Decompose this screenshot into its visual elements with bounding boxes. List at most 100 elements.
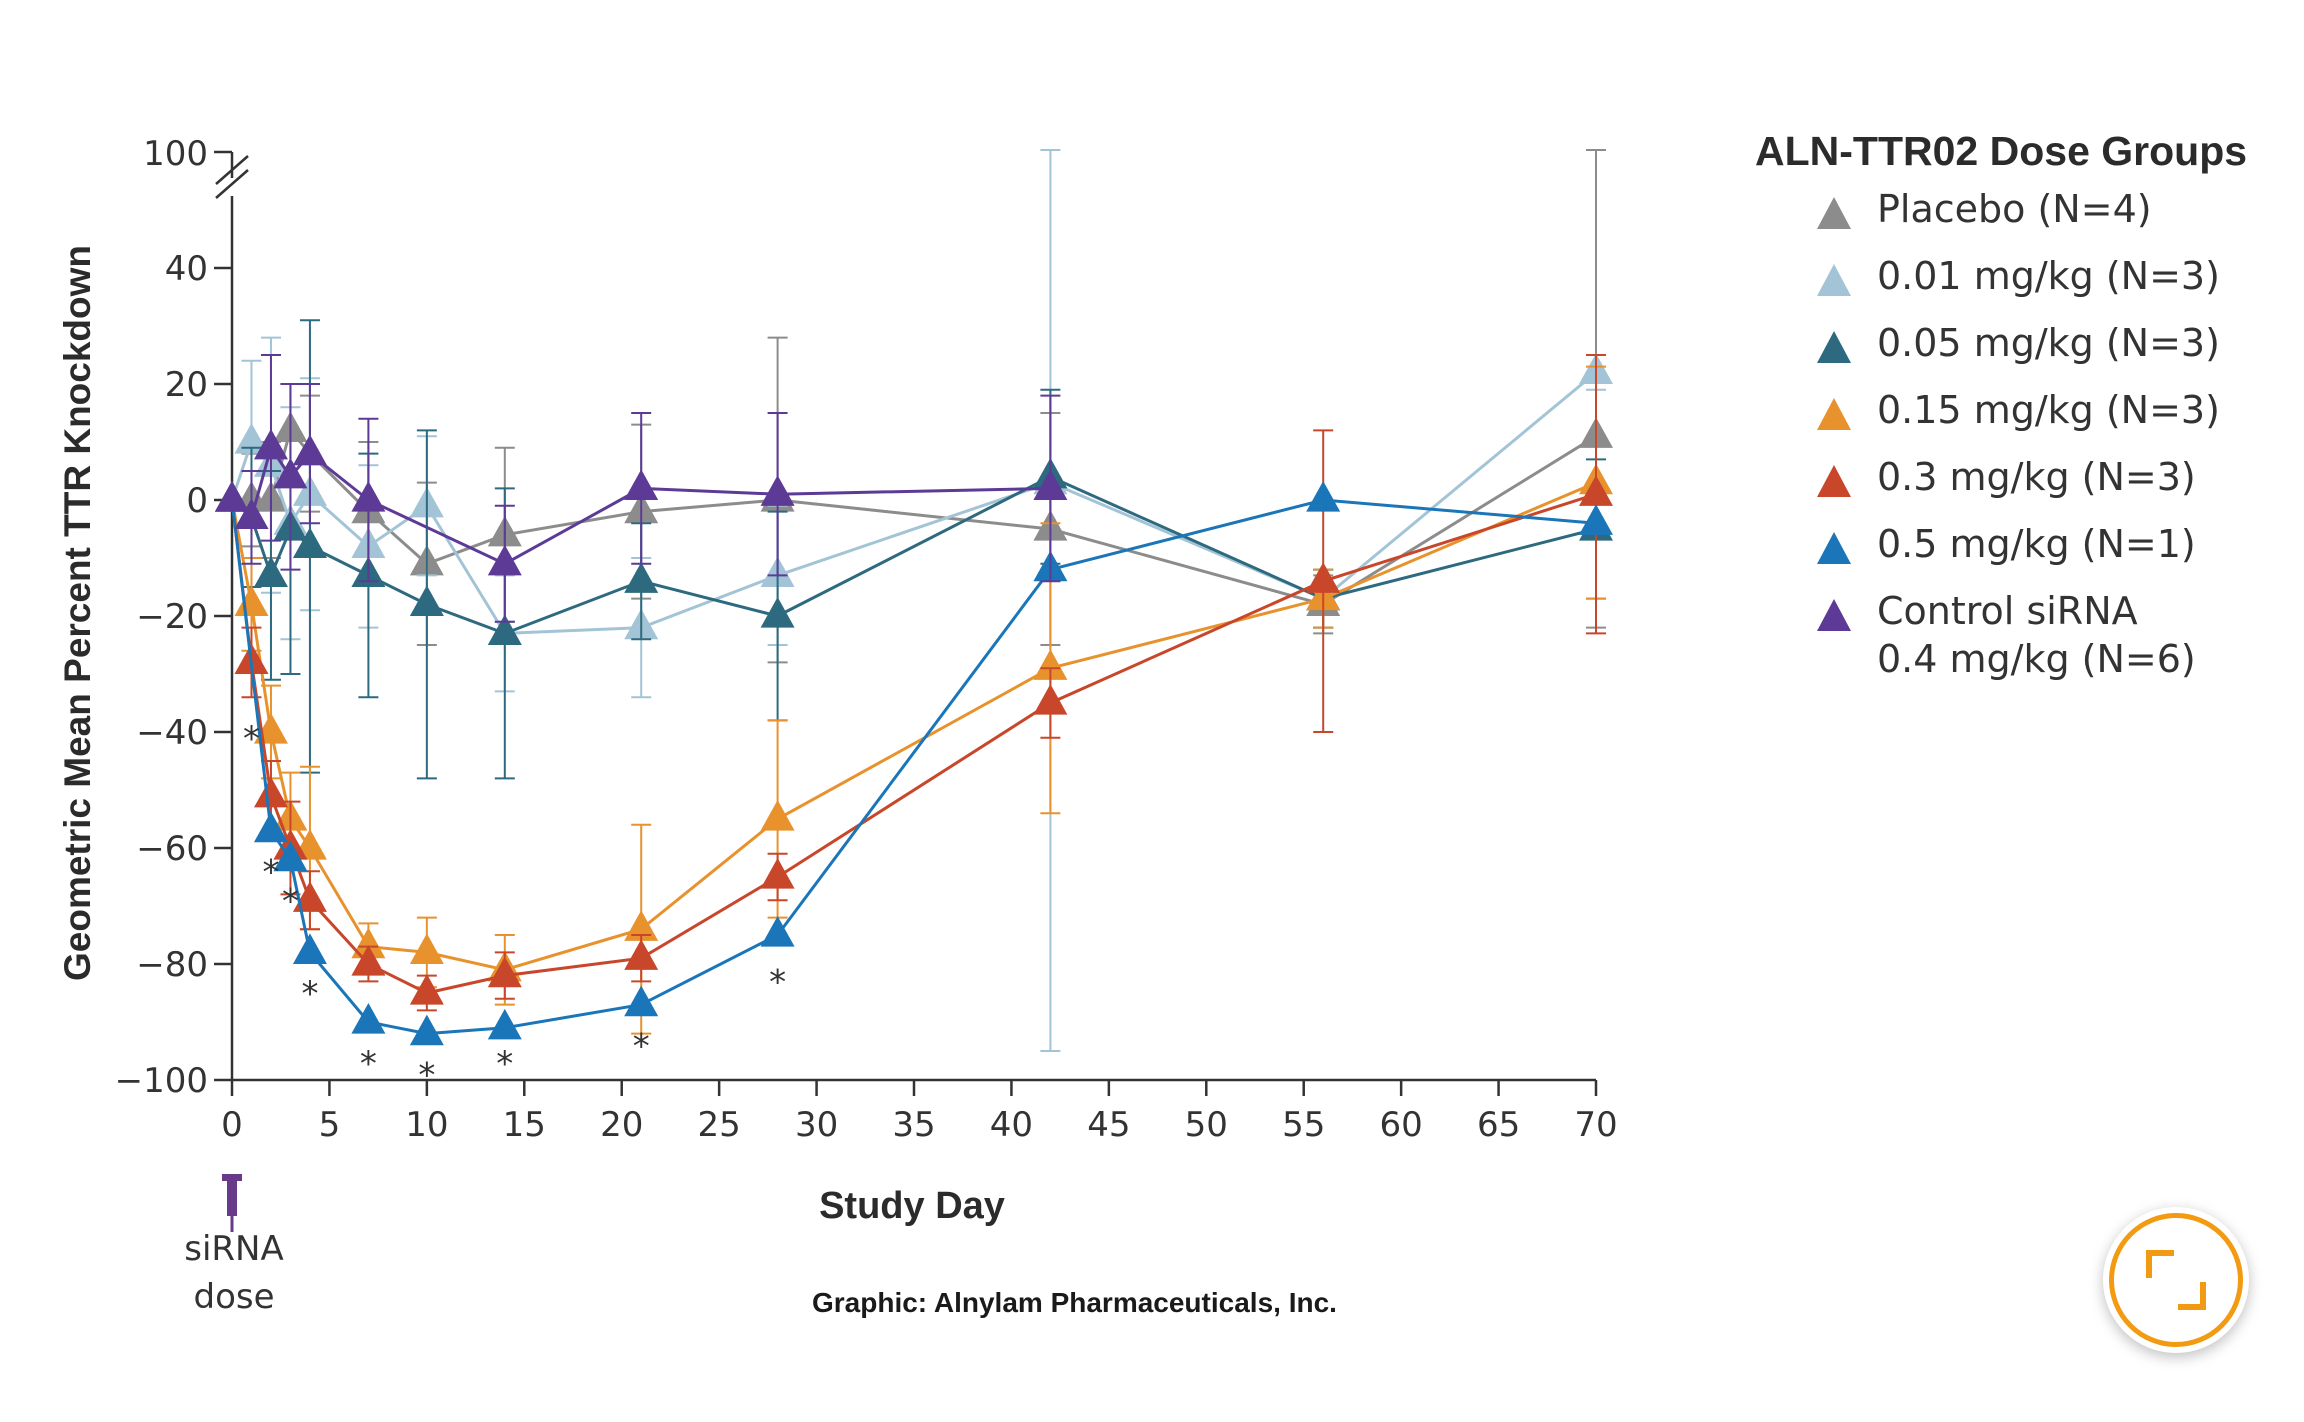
data-point [351, 1003, 386, 1034]
expand-button[interactable] [2103, 1207, 2249, 1353]
legend-items: Placebo (N=4) 0.01 mg/kg (N=3) 0.05 mg/kg … [1755, 185, 2275, 697]
data-point [234, 498, 269, 530]
x-tick-label: 20 [600, 1105, 643, 1145]
legend-label: Control siRNA 0.4 mg/kg (N=6) [1877, 589, 2196, 681]
chart-series [215, 149, 1613, 1052]
data-point [760, 475, 795, 506]
data-point [351, 927, 386, 959]
data-point [253, 811, 288, 843]
y-tick-label: −100 [115, 1061, 208, 1101]
series-0 [215, 149, 1613, 664]
legend: ALN-TTR02 Dose Groups Placebo (N=4) 0.01 … [1755, 128, 2275, 697]
graphic-credit: Graphic: Alnylam Pharmaceuticals, Inc. [812, 1287, 1337, 1318]
legend-label: Placebo (N=4) [1877, 187, 2152, 231]
legend-item: 0.05 mg/kg (N=3) [1815, 319, 2275, 386]
expand-button-ring [2109, 1213, 2243, 1347]
legend-label: 0.3 mg/kg (N=3) [1877, 455, 2196, 499]
data-point [760, 916, 795, 947]
data-point [409, 974, 444, 1005]
data-point [409, 933, 444, 965]
data-point [487, 544, 522, 576]
triangle-marker-icon [1817, 532, 1851, 564]
data-point [624, 985, 659, 1017]
triangle-marker-icon [1817, 331, 1851, 363]
data-point [1579, 475, 1613, 506]
data-point [1579, 504, 1613, 535]
data-point [409, 1014, 444, 1046]
significance-marker: * [282, 881, 299, 921]
series-line [230, 481, 1597, 972]
x-tick-label: 25 [698, 1105, 741, 1145]
legend-item: 0.3 mg/kg (N=3) [1815, 453, 2275, 520]
legend-title: ALN-TTR02 Dose Groups [1755, 128, 2248, 174]
y-tick-label: 40 [165, 249, 208, 289]
data-point [1033, 684, 1068, 715]
x-tick-label: 0 [221, 1105, 243, 1145]
data-point [624, 910, 659, 941]
data-point [234, 585, 269, 617]
x-tick-label: 50 [1185, 1105, 1228, 1145]
y-tick-label: 100 [143, 134, 208, 174]
series-3 [215, 365, 1613, 1035]
sirna-dose-marker: siRNA dose [184, 1174, 284, 1317]
data-point [1033, 469, 1068, 501]
significance-marker: * [360, 1044, 377, 1084]
series-6 [215, 354, 1068, 623]
x-tick-label: 65 [1477, 1105, 1520, 1145]
data-point [292, 881, 327, 912]
series-5 [215, 481, 1613, 1046]
data-point [487, 1008, 522, 1040]
significance-marker: * [769, 963, 786, 1003]
significance-marker: * [301, 974, 318, 1014]
data-point [292, 527, 327, 559]
y-tick-label: −80 [136, 945, 208, 985]
x-tick-label: 5 [319, 1105, 341, 1145]
sirna-dose-label-line2: dose [193, 1277, 274, 1317]
x-tick-label: 70 [1574, 1105, 1617, 1145]
y-tick-label: 0 [186, 481, 208, 521]
x-tick-label: 15 [503, 1105, 546, 1145]
data-point [234, 423, 269, 454]
data-point [273, 840, 308, 872]
data-point [273, 457, 308, 489]
data-point [253, 428, 288, 460]
y-tick-label: −20 [136, 597, 208, 637]
data-point [351, 481, 386, 512]
x-tick-label: 40 [990, 1105, 1033, 1145]
legend-label: 0.01 mg/kg (N=3) [1877, 254, 2220, 298]
data-point [292, 434, 327, 466]
x-tick-label: 45 [1087, 1105, 1130, 1145]
y-tick-label: −40 [136, 713, 208, 753]
chart-annotations: ***** * * ** [243, 719, 786, 1095]
y-tick-label: 20 [165, 365, 208, 405]
data-point [253, 776, 288, 808]
significance-marker: * [418, 1055, 435, 1095]
series-line [231, 444, 1051, 566]
x-tick-label: 35 [892, 1105, 935, 1145]
legend-label: 0.05 mg/kg (N=3) [1877, 321, 2220, 365]
significance-marker: * [496, 1044, 513, 1084]
triangle-marker-icon [1817, 465, 1851, 497]
significance-marker: * [633, 1026, 650, 1066]
legend-label: 0.5 mg/kg (N=1) [1877, 522, 2196, 566]
data-point [1306, 481, 1341, 512]
data-point [624, 939, 659, 970]
data-point [292, 933, 327, 965]
data-point [409, 585, 444, 617]
y-tick-label: −60 [136, 829, 208, 869]
data-point [760, 597, 795, 628]
y-axis-label: Geometric Mean Percent TTR Knockdown [57, 245, 98, 981]
legend-item: 0.5 mg/kg (N=1) [1815, 520, 2275, 587]
data-point [624, 562, 659, 593]
chart-axes: 100 40 20 0 −20 −40 −60 −80 −100 0 5 10 15 20 25 30 35 40… [115, 134, 1618, 1145]
x-axis-label: Study Day [819, 1185, 1005, 1227]
significance-marker: * [262, 852, 279, 892]
legend-item: 0.01 mg/kg (N=3) [1815, 252, 2275, 319]
sirna-dose-label-line1: siRNA [184, 1229, 283, 1269]
x-tick-label: 55 [1282, 1105, 1325, 1145]
legend-item: Control siRNA 0.4 mg/kg (N=6) [1815, 587, 2275, 697]
x-tick-label: 30 [795, 1105, 838, 1145]
series-4 [215, 354, 1613, 1012]
data-point [760, 858, 795, 889]
